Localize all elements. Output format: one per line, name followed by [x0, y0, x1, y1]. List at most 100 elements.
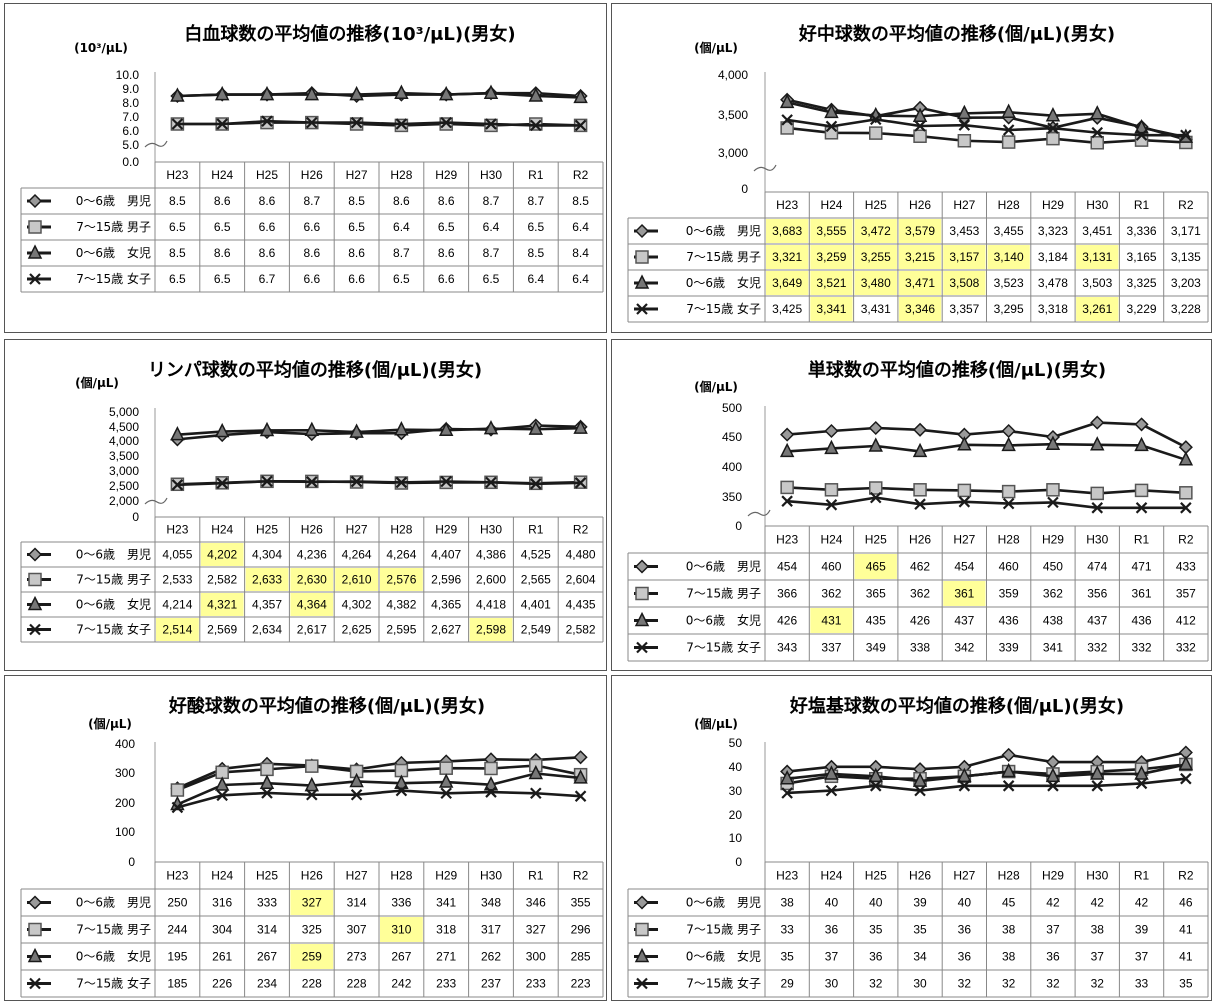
data-point	[913, 483, 927, 497]
data-point	[261, 787, 273, 799]
data-label: 4,236	[297, 548, 327, 562]
data-label: 460	[821, 560, 841, 574]
y-tick-label: 8.0	[122, 96, 139, 110]
series-line	[177, 424, 581, 441]
highlight-cell	[898, 219, 942, 243]
data-label: 8.6	[438, 246, 455, 260]
data-label: 6.5	[348, 220, 365, 234]
highlight-cell	[766, 219, 809, 243]
data-label: 8.7	[527, 194, 544, 208]
data-label: 32	[958, 977, 972, 991]
data-point	[1047, 780, 1059, 792]
series-line	[787, 421, 1187, 449]
data-label: 38	[1002, 950, 1016, 964]
data-point	[440, 116, 452, 129]
data-label: 267	[391, 950, 411, 964]
y-tick-label: 500	[722, 401, 742, 415]
data-label: 4,435	[566, 598, 596, 612]
data-point	[824, 423, 839, 439]
data-point	[483, 84, 499, 99]
data-label: 32	[869, 977, 883, 991]
data-label: 6.4	[572, 220, 589, 234]
y-tick-label: 0	[741, 182, 748, 196]
legend-marker	[29, 623, 41, 636]
data-point	[574, 477, 587, 489]
data-label: 40	[825, 896, 839, 910]
data-label: 237	[481, 977, 501, 991]
data-point	[1001, 436, 1016, 452]
data-label: 4,364	[297, 598, 327, 612]
data-label: 2,514	[162, 623, 192, 637]
series-name: 7～15歳 女子	[76, 622, 151, 637]
data-label: 32	[1091, 977, 1105, 991]
data-label: 8.6	[348, 246, 365, 260]
wbc-chart: 白血球数の平均値の推移(10³/μL)(男女)(10³/μL)10.09.08.…	[20, 23, 604, 293]
x-tick-label: H28	[998, 869, 1020, 883]
legend-marker	[27, 895, 43, 910]
data-point	[350, 116, 363, 129]
data-label: 8.6	[214, 194, 231, 208]
data-point	[1090, 486, 1104, 501]
data-point	[780, 427, 795, 442]
data-label: 4,302	[342, 598, 372, 612]
data-label: 4,382	[386, 598, 416, 612]
data-label: 2,595	[386, 623, 416, 637]
neutrophil-chart: 好中球数の平均値の推移(個/μL)(男女) (個/μL) 4,000 3,500 3,0…	[627, 23, 1209, 323]
series-name: 0～6歳 女児	[686, 613, 761, 628]
series-line	[787, 763, 1187, 783]
data-point	[913, 129, 927, 143]
series-name: 0～6歳 女児	[76, 245, 151, 260]
x-tick-label: H27	[953, 869, 975, 883]
legend-marker	[634, 611, 650, 627]
data-label: 2,630	[297, 573, 327, 587]
data-label: 8.6	[214, 246, 231, 260]
series-line	[176, 772, 581, 806]
data-label: 426	[777, 614, 797, 628]
series-name: 0～6歳 女児	[686, 275, 761, 290]
y-tick-label: 0	[132, 510, 139, 524]
x-tick-label: R1	[528, 869, 544, 883]
legend-marker	[634, 947, 650, 963]
data-label: 2,598	[476, 623, 506, 637]
data-label: 3,336	[1127, 224, 1157, 238]
x-tick-label: H23	[776, 533, 798, 547]
x-tick-label: H24	[820, 869, 842, 883]
data-label: 310	[391, 923, 411, 937]
data-point	[574, 119, 587, 132]
data-point	[912, 442, 928, 458]
data-point	[306, 788, 318, 801]
wbc-chart-panel: 白血球数の平均値の推移(10³/μL)(男女) (10³/μL) 10.0 9.0 8.…	[4, 3, 607, 333]
y-tick-label: 300	[115, 766, 135, 780]
highlight-cell	[898, 297, 942, 321]
data-point	[1002, 497, 1015, 510]
data-label: 300	[526, 950, 546, 964]
data-point	[1045, 435, 1061, 450]
data-point	[781, 787, 793, 799]
data-label: 4,202	[207, 548, 237, 562]
data-point	[574, 790, 587, 802]
data-label: 6.5	[393, 272, 410, 286]
data-label: 318	[436, 923, 456, 937]
data-label: 431	[821, 614, 841, 628]
data-point	[350, 788, 363, 801]
data-label: 346	[526, 896, 546, 910]
series-name: 7～15歳 男子	[76, 220, 151, 234]
data-label: 6.4	[527, 272, 544, 286]
data-label: 8.7	[303, 194, 320, 208]
highlight-cell	[766, 271, 809, 295]
data-point	[214, 422, 230, 438]
data-label: 3,259	[816, 250, 846, 264]
data-point	[530, 478, 542, 490]
chart-title: 好酸球数の平均値の推移(個/μL)(男女)	[168, 695, 485, 717]
legend-marker	[634, 559, 650, 574]
data-point	[528, 87, 544, 102]
data-label: 273	[347, 950, 367, 964]
legend-marker	[27, 193, 43, 209]
basophil-chart: 好塩基球数の平均値の推移(個/μL)(男女) (個/μL) 50 40 30 20 10 0 H…	[627, 695, 1209, 998]
data-label: 3,184	[1038, 250, 1068, 264]
data-point	[573, 88, 588, 104]
data-point	[171, 801, 184, 814]
data-label: 296	[571, 923, 591, 937]
data-point	[869, 780, 882, 792]
axis-break-mark	[747, 509, 771, 517]
